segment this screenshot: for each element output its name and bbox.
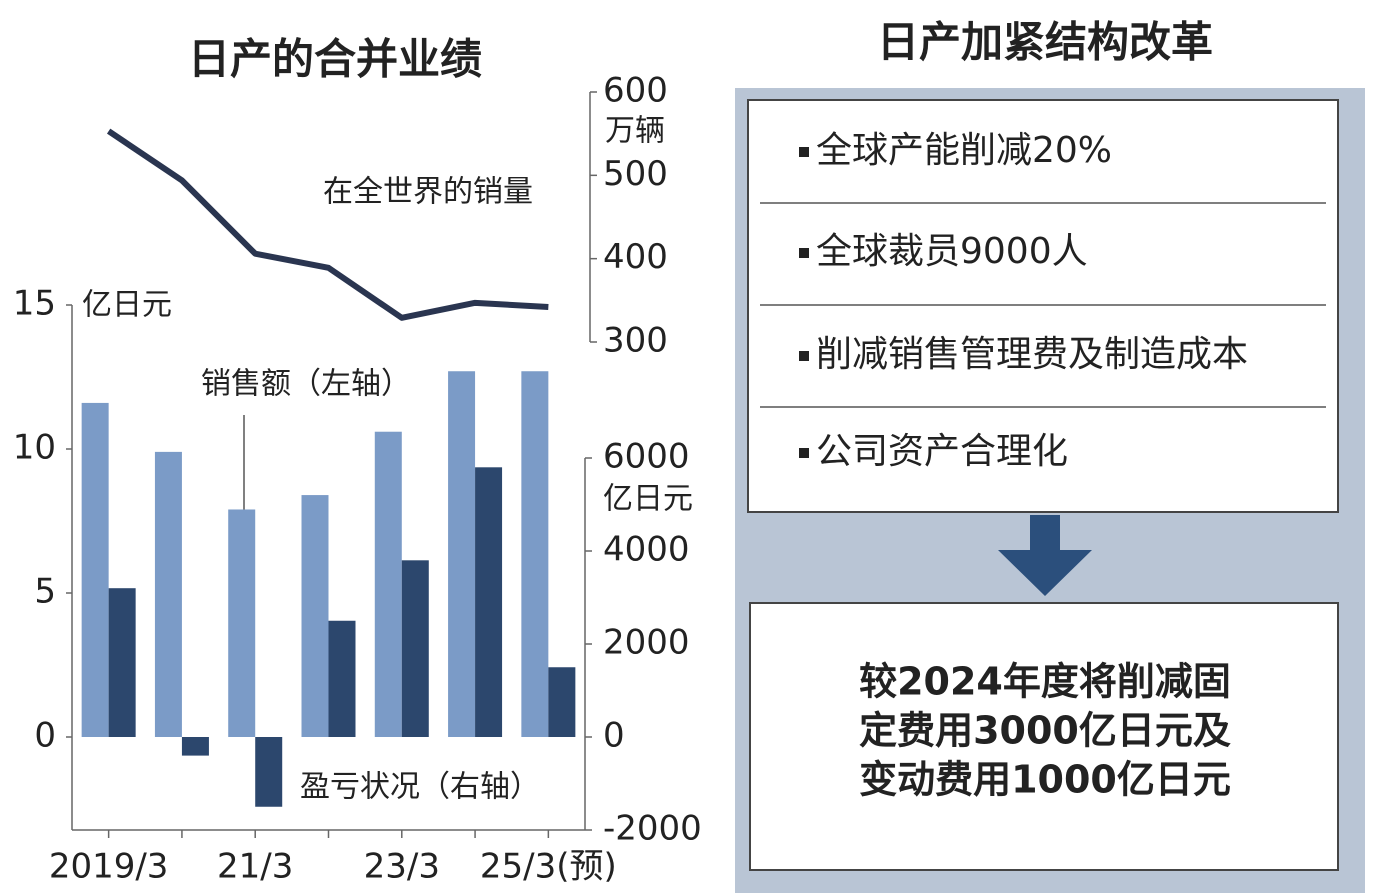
bar [521,371,549,737]
y2-axis-unit: 亿日元 [603,482,693,517]
bullet [799,147,809,157]
bar [108,588,136,737]
tick-label: 6000 [603,437,690,477]
bar [181,737,209,756]
x-tick-label: 23/3 [364,847,440,887]
tick-label: 4000 [603,530,690,570]
tick-label: 400 [603,237,668,277]
tick-label: 15 [13,284,56,324]
tick-label: 5 [34,572,56,612]
bullet [799,448,809,458]
x-tick-label: 21/3 [217,847,293,887]
bar-annotation: 盈亏状况（右轴） [300,770,540,805]
bar-annotation: 销售额（左轴） [201,367,411,402]
measures-box [747,99,1339,513]
tick-label: 0 [603,716,625,756]
measure-item: 削减销售管理费及制造成本 [816,334,1248,375]
bar [374,431,402,737]
tick-label: 10 [13,428,56,468]
tick-label: 0 [34,716,56,756]
result-line: 较2024年度将削减固 [859,660,1231,704]
bullet [799,351,809,361]
arrow [998,515,1092,596]
measure-item: 公司资产合理化 [816,431,1068,472]
tick-label: 2000 [603,623,690,663]
bar [301,495,329,737]
diagram-title: 日产加紧结构改革 [877,18,1213,67]
bullet [799,248,809,258]
y-axis-unit: 亿日元 [82,288,172,323]
result-box [749,602,1339,871]
tick-label: -2000 [603,809,702,849]
result-line: 定费用3000亿日元及 [859,709,1231,753]
measure-item: 全球裁员9000人 [816,231,1088,272]
bar [328,620,356,737]
chart-title: 日产的合并业绩 [188,35,482,84]
bar [548,667,576,737]
bar [401,560,429,737]
bar [448,371,476,737]
bar [81,402,109,737]
result-line: 变动费用1000亿日元 [859,758,1231,802]
tick-label: 500 [603,154,668,194]
measure-item: 全球产能削减20% [816,130,1112,171]
bar [228,509,256,737]
x-tick-label: 25/3(预) [480,847,617,887]
bar [475,467,503,737]
bar [255,737,283,807]
line [106,128,549,321]
tick-label: 300 [603,321,668,361]
y3-axis-unit: 万辆 [605,114,665,149]
bar [154,451,182,737]
tick-label: 600 [603,71,668,111]
line-annotation: 在全世界的销量 [323,175,533,210]
x-tick-label: 2019/3 [49,847,169,887]
